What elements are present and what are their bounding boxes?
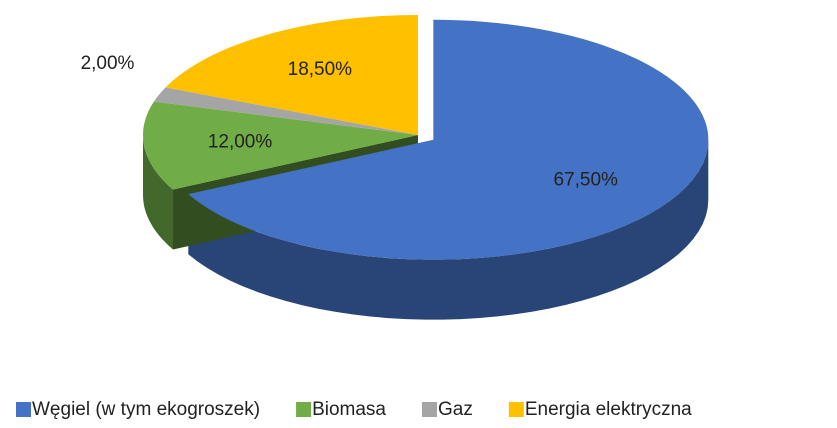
legend-swatch (16, 402, 31, 417)
legend-label: Węgiel (w tym ekogroszek) (32, 399, 260, 420)
slice-side (143, 135, 173, 250)
legend-label: Energia elektryczna (525, 399, 692, 420)
slice (165, 15, 418, 135)
legend-swatch (296, 402, 312, 417)
legend-swatch (421, 402, 437, 417)
data-label: 18,50% (288, 59, 353, 80)
legend-label: Gaz (438, 399, 473, 420)
slice (143, 101, 418, 190)
pie-tops (143, 15, 709, 260)
data-label: 67,50% (554, 169, 619, 190)
slice-side (188, 139, 709, 320)
data-label: 12,00% (208, 131, 273, 152)
legend-swatch (508, 402, 524, 417)
legend-label: Biomasa (312, 399, 386, 420)
data-label: 2,00% (81, 53, 135, 74)
slice (188, 19, 709, 260)
legend: Węgiel (w tym ekogroszek) Biomasa Gaz Energ… (16, 399, 692, 420)
slice (153, 87, 418, 135)
